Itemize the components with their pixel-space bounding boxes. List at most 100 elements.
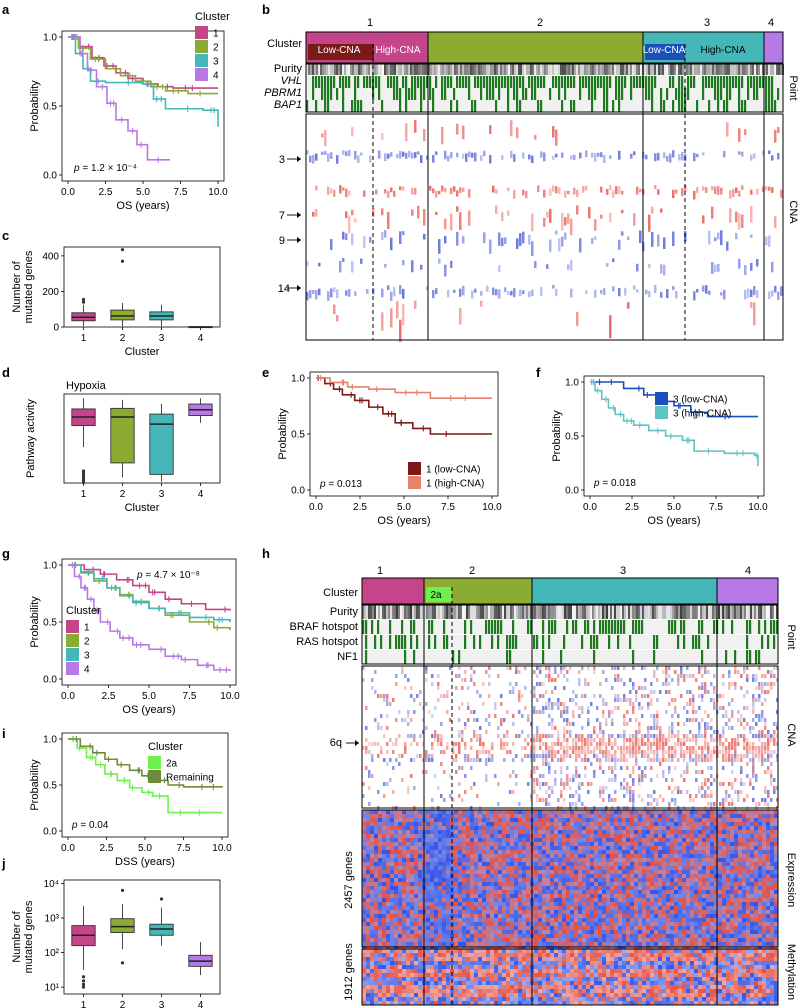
b-purity-cell: [444, 64, 446, 75]
h-cna-cell: [617, 706, 620, 710]
h-cna-cell: [566, 754, 569, 758]
h-expression-cell: [434, 870, 438, 874]
h-expression-cell: [702, 850, 706, 854]
h-cna-cell: [770, 782, 773, 786]
h-expression-cell: [734, 862, 738, 866]
h-cna-cell: [755, 774, 758, 778]
h-expression-cell: [498, 818, 502, 822]
h-expression-cell: [526, 854, 530, 858]
h-expression-cell: [554, 814, 558, 818]
h-cna-cell: [560, 710, 563, 714]
h-cna-cell: [710, 698, 713, 702]
h-purity-cell: [502, 605, 504, 619]
h-expression-cell: [774, 810, 778, 814]
h-cna-cell: [656, 734, 659, 738]
b-mutation-cell: [705, 76, 708, 88]
b-mutation-cell: [777, 88, 780, 100]
h-expression-cell: [582, 854, 586, 858]
h-cna-cell: [413, 698, 416, 702]
h-expression-cell: [486, 842, 490, 846]
h-expression-cell: [550, 866, 554, 870]
h-expression-cell: [698, 870, 702, 874]
h-expression-cell: [690, 822, 694, 826]
b-cna-cell: [417, 151, 420, 155]
h-cna-cell: [767, 730, 770, 734]
i-legend-swatch: [148, 770, 161, 783]
h-cna-cell: [758, 698, 761, 702]
h-expression-cell: [482, 854, 486, 858]
a-ytick-label: 1.0: [43, 33, 57, 44]
h-cna-cell: [563, 706, 566, 710]
h-cna-cell: [692, 706, 695, 710]
h-cna-cell: [776, 754, 779, 758]
h-expression-cell: [610, 822, 614, 826]
h-cna-cell: [581, 726, 584, 730]
h-cna-cell: [527, 734, 530, 738]
b-mutation-cell: [726, 88, 729, 100]
a-xlabel: OS (years): [116, 200, 169, 212]
h-expression-cell: [414, 866, 418, 870]
h-cna-cell: [623, 698, 626, 702]
h-cna-cell: [659, 730, 662, 734]
h-cna-cell: [713, 674, 716, 678]
h-expression-cell: [558, 862, 562, 866]
b-purity-cell: [604, 64, 606, 75]
b-cna-cell: [399, 285, 402, 295]
h-cna-cell: [527, 718, 530, 722]
h-expression-cell: [630, 822, 634, 826]
h-expression-cell: [750, 866, 754, 870]
f-ylabel: Probability: [551, 410, 563, 462]
h-expression-cell: [630, 838, 634, 842]
h-expression-cell: [774, 834, 778, 838]
b-mutation-cell: [609, 76, 612, 88]
h-purity-cell: [546, 605, 548, 619]
h-cna-cell: [539, 666, 542, 670]
h-cna-cell: [608, 766, 611, 770]
h-purity-cell: [448, 605, 450, 619]
h-cna-cell: [737, 742, 740, 746]
b-cna-cell: [630, 153, 633, 159]
h-expression-cell: [722, 854, 726, 858]
h-expression-cell: [566, 830, 570, 834]
b-mutation-cell: [348, 76, 351, 88]
h-expression-cell: [366, 814, 370, 818]
b-cna-cell: [447, 289, 450, 298]
h-purity-cell: [474, 605, 476, 619]
h-expression-cell: [462, 810, 466, 814]
h-expression-cell: [550, 830, 554, 834]
b-cna-cell: [384, 189, 387, 194]
b-cna-cell: [450, 213, 453, 231]
h-purity-cell: [626, 605, 628, 619]
h-cna-cell: [551, 746, 554, 750]
i-series-Remaining: [68, 738, 223, 788]
h-expression-cell: [662, 858, 666, 862]
b-purity-cell: [578, 64, 580, 75]
h-cna-cell: [755, 754, 758, 758]
h-expression-cell: [526, 862, 530, 866]
h-cna-cell: [725, 798, 728, 802]
h-cna-cell: [581, 666, 584, 670]
h-expression-cell: [378, 818, 382, 822]
h-cna-cell: [746, 794, 749, 798]
h-cna-cell: [707, 746, 710, 750]
h-expression-cell: [414, 818, 418, 822]
h-cna-cell: [743, 666, 746, 670]
h-mutation-cell: [674, 620, 677, 634]
c-xtick-label: 1: [81, 333, 87, 344]
h-cna-cell: [383, 694, 386, 698]
h-cna-cell: [410, 694, 413, 698]
h-expression-cell: [470, 870, 474, 874]
h-expression-cell: [502, 874, 506, 878]
b-cna-cell: [570, 259, 573, 271]
h-expression-cell: [486, 846, 490, 850]
h-expression-cell: [758, 830, 762, 834]
h-expression-cell: [398, 822, 402, 826]
h-expression-cell: [766, 830, 770, 834]
h-cna-cell: [563, 718, 566, 722]
h-cna-cell: [653, 734, 656, 738]
h-cna-cell: [722, 706, 725, 710]
h-cna-cell: [632, 770, 635, 774]
h-expression-cell: [458, 814, 462, 818]
h-expression-cell: [582, 846, 586, 850]
h-expression-cell: [566, 814, 570, 818]
